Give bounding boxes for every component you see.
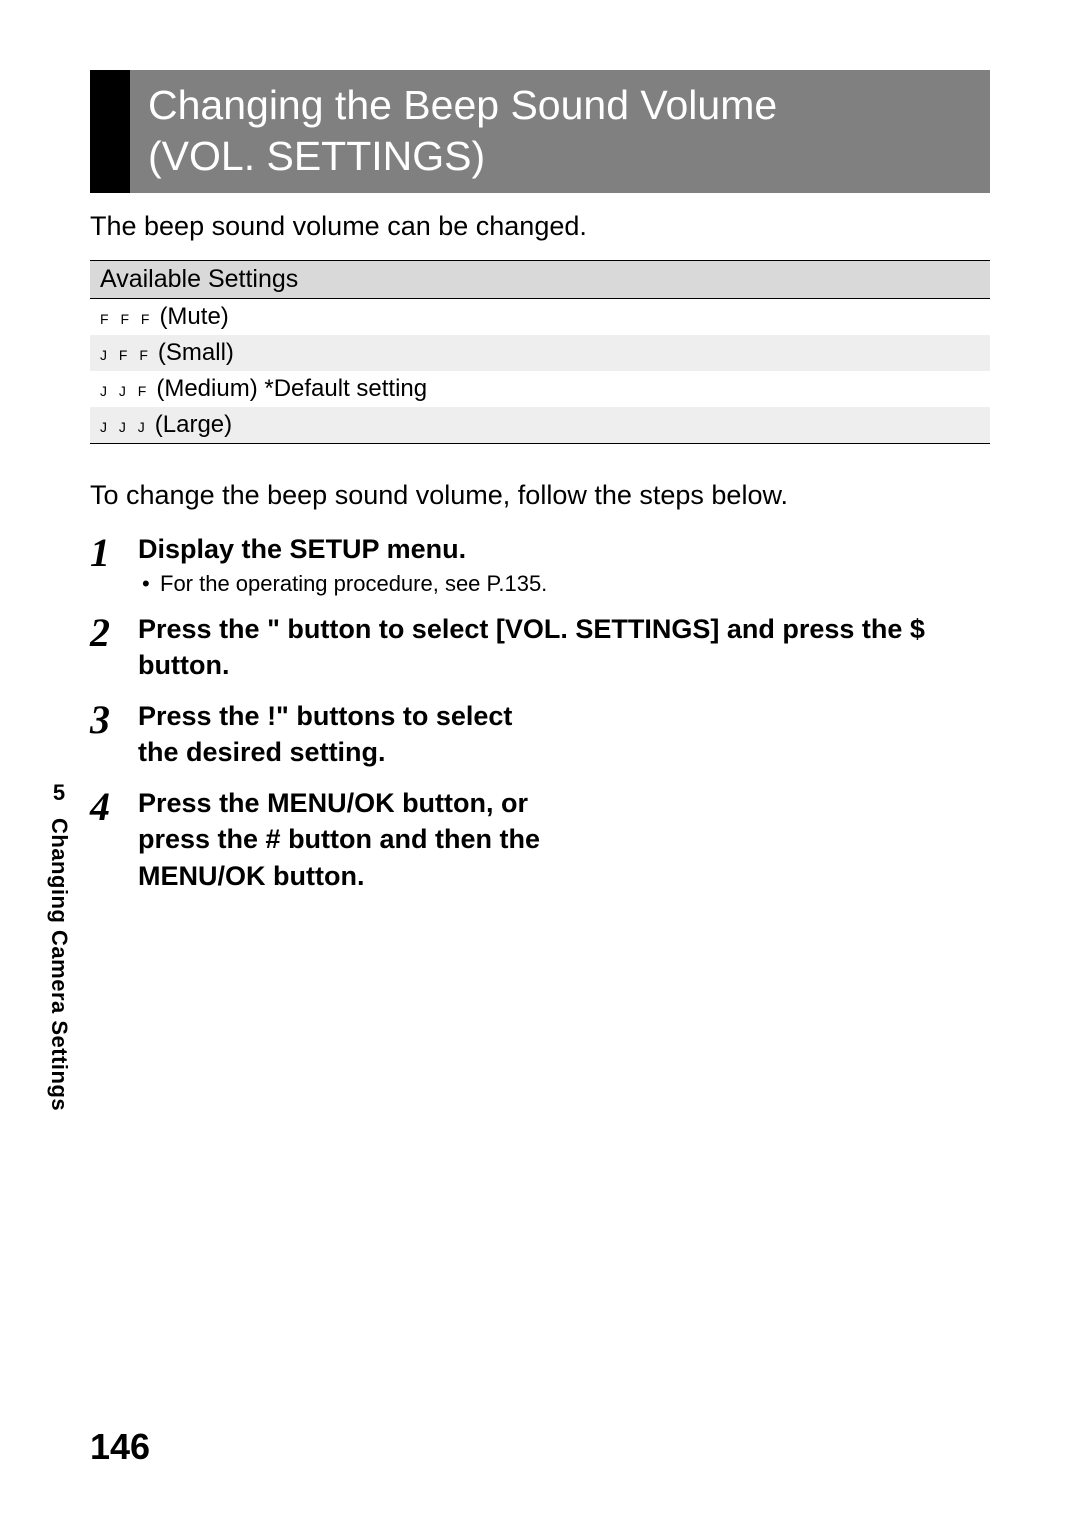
page-title: Changing the Beep Sound Volume (VOL. SET… xyxy=(130,70,795,193)
settings-header: Available Settings xyxy=(90,260,990,298)
step-title: Display the SETUP menu. xyxy=(138,531,990,567)
intro-text: The beep sound volume can be changed. xyxy=(90,211,990,242)
manual-page: Changing the Beep Sound Volume (VOL. SET… xyxy=(0,0,1080,1528)
settings-row: J J F (Medium) *Default setting xyxy=(90,371,990,407)
instructions-lead: To change the beep sound volume, follow … xyxy=(90,480,990,511)
step-number: 4 xyxy=(90,785,138,827)
chapter-label: Changing Camera Settings xyxy=(46,818,72,1111)
settings-row: F F F (Mute) xyxy=(90,298,990,335)
step: 3 Press the !" buttons to select the des… xyxy=(90,698,990,771)
step-number: 1 xyxy=(90,531,138,573)
step: 1 Display the SETUP menu. For the operat… xyxy=(90,531,990,597)
volume-icon: F F F xyxy=(100,311,153,327)
settings-label: (Large) xyxy=(155,411,232,438)
step: 2 Press the " button to select [VOL. SET… xyxy=(90,611,990,684)
settings-label: (Medium) *Default setting xyxy=(156,375,427,402)
settings-row: J F F (Small) xyxy=(90,335,990,371)
step-body: Press the MENU/OK button, or press the #… xyxy=(138,785,558,894)
step-body: Press the " button to select [VOL. SETTI… xyxy=(138,611,990,684)
steps-list: 1 Display the SETUP menu. For the operat… xyxy=(90,531,990,895)
volume-icon: J J F xyxy=(100,383,150,399)
step-body: Press the !" buttons to select the desir… xyxy=(138,698,558,771)
title-line-1: Changing the Beep Sound Volume xyxy=(148,82,777,128)
step-body: Display the SETUP menu. For the operatin… xyxy=(138,531,990,597)
settings-label: (Mute) xyxy=(159,303,228,330)
step-note: For the operating procedure, see P.135. xyxy=(138,571,990,597)
settings-rows: F F F (Mute) J F F (Small) J J F (Medium) *… xyxy=(90,298,990,443)
step-title: Press the MENU/OK button, or press the #… xyxy=(138,785,558,894)
volume-icon: J J J xyxy=(100,419,149,435)
title-line-2: (VOL. SETTINGS) xyxy=(148,133,485,179)
step-title: Press the !" buttons to select the desir… xyxy=(138,698,558,771)
settings-row: J J J (Large) xyxy=(90,407,990,444)
step-number: 3 xyxy=(90,698,138,740)
volume-icon: J F F xyxy=(100,347,152,363)
settings-label: (Small) xyxy=(158,339,234,366)
page-number: 146 xyxy=(90,1426,150,1468)
step: 4 Press the MENU/OK button, or press the… xyxy=(90,785,990,894)
step-number: 2 xyxy=(90,611,138,653)
title-bar: Changing the Beep Sound Volume (VOL. SET… xyxy=(90,70,990,193)
available-settings-table: Available Settings F F F (Mute) J F F (Sma… xyxy=(90,260,990,444)
chapter-number: 5 xyxy=(53,780,65,806)
title-block-accent xyxy=(90,70,130,193)
side-tab: 5 Changing Camera Settings xyxy=(46,780,72,1111)
step-title: Press the " button to select [VOL. SETTI… xyxy=(138,611,990,684)
